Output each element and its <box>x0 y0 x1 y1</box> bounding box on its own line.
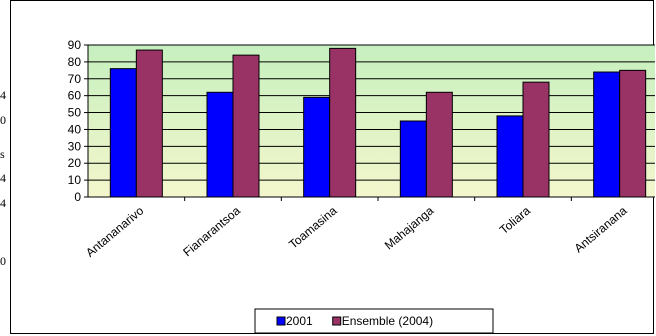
y-tick-label: 50 <box>68 106 82 120</box>
x-tick-label: Mahajanga <box>382 203 437 252</box>
edge-fragment: 4 <box>0 88 6 100</box>
bar-2001 <box>109 68 137 198</box>
edge-fragment: s <box>0 147 5 159</box>
bar-2001 <box>303 96 331 198</box>
edge-fragment: 4 <box>0 196 6 208</box>
legend-label-2001: 2001 <box>286 314 313 328</box>
x-tick-label: Antananarivo <box>83 203 146 259</box>
y-tick-label: 80 <box>68 55 82 69</box>
x-tick-label: Toliara <box>497 203 533 237</box>
plot-area <box>87 44 655 198</box>
y-tick-label: 0 <box>74 190 81 204</box>
y-tick-label: 90 <box>68 38 82 52</box>
y-tick-label: 20 <box>68 156 82 170</box>
bar-ensemble-2004 <box>329 47 357 198</box>
bar-2001 <box>206 91 234 198</box>
bar-2001 <box>496 115 524 198</box>
bar-chart: 0 10 20 30 40 50 60 70 80 90 Antananarivo Fianarant… <box>68 38 655 334</box>
y-tick-label: 60 <box>68 89 82 103</box>
edge-fragment: 4 <box>0 171 6 183</box>
x-tick-label: Toamasina <box>286 203 340 251</box>
bar-ensemble-2004 <box>232 54 260 198</box>
x-tick-label: Fianarantsoa <box>180 203 243 259</box>
legend <box>254 308 494 334</box>
x-tick-label: Antsiranana <box>572 203 630 255</box>
edge-fragment: 0 <box>0 113 6 125</box>
bar-ensemble-2004 <box>425 91 453 198</box>
edge-fragment: 0 <box>0 254 6 266</box>
bar-2001 <box>593 71 621 198</box>
y-tick-label: 30 <box>68 139 82 153</box>
y-tick-label: 40 <box>68 122 82 136</box>
legend-swatch-ensemble-2004 <box>332 316 342 326</box>
bar-ensemble-2004 <box>619 69 647 198</box>
bar-ensemble-2004 <box>522 81 550 198</box>
y-tick-label: 10 <box>68 173 82 187</box>
bar-ensemble-2004 <box>135 49 163 198</box>
bar-2001 <box>399 120 427 198</box>
chart-frame: 0 10 20 30 40 50 60 70 80 90 Antananarivo Fianarant… <box>10 0 655 334</box>
legend-label-ensemble-2004: Ensemble (2004) <box>342 314 433 328</box>
y-tick-label: 70 <box>68 72 82 86</box>
legend-swatch-2001 <box>276 316 286 326</box>
